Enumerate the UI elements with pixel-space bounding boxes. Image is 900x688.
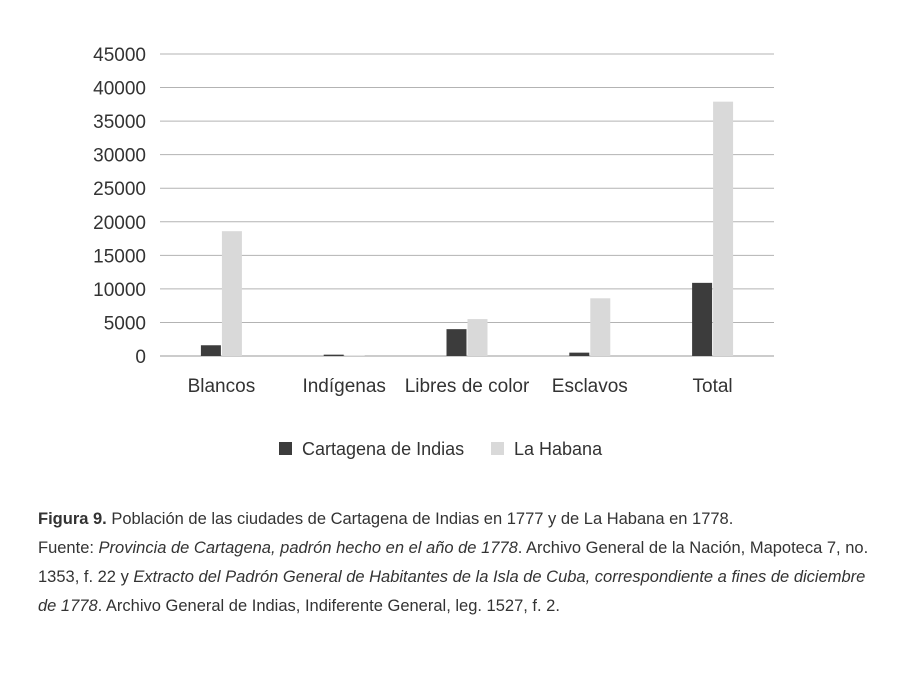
y-tick-label: 30000 — [93, 146, 146, 167]
source-prefix: Fuente: — [38, 539, 99, 557]
caption-title-line: Figura 9. Población de las ciudades de C… — [38, 505, 878, 534]
y-tick-label: 10000 — [93, 280, 146, 301]
bar-cartagena — [200, 345, 221, 356]
x-axis-category-labels: Blancos Indígenas Libres de color Esclavos T… — [188, 376, 733, 397]
legend-label: La Habana — [514, 439, 603, 459]
bar-chart: 0 5000 10000 15000 20000 25000 30000 35000 40000… — [93, 45, 774, 459]
caption-source: Fuente: Provincia de Cartagena, padrón h… — [38, 534, 878, 621]
bar-cartagena — [692, 282, 713, 356]
y-tick-label: 35000 — [93, 112, 146, 133]
x-category-label: Blancos — [188, 376, 256, 397]
source-title-2: Extracto del Padrón General de Habitante… — [38, 568, 866, 615]
x-category-label: Libres de color — [405, 376, 530, 397]
source-text-2: . Archivo General de Indias, Indiferente… — [97, 597, 560, 615]
legend-swatch — [279, 442, 292, 455]
figure-description: Población de las ciudades de Cartagena d… — [106, 510, 734, 528]
y-tick-label: 0 — [135, 347, 146, 368]
grid-lines — [160, 53, 774, 357]
bar-cartagena — [446, 329, 467, 356]
bar-cartagena — [323, 354, 344, 356]
y-tick-label: 40000 — [93, 79, 146, 100]
y-tick-label: 5000 — [104, 313, 146, 334]
bars — [200, 101, 734, 356]
legend-swatch — [491, 442, 504, 455]
figure-label: Figura 9. — [38, 510, 107, 528]
source-title-1: Provincia de Cartagena, padrón hecho en … — [98, 539, 518, 557]
bar-cartagena — [569, 352, 590, 356]
x-category-label: Indígenas — [302, 376, 385, 397]
bar-habana — [221, 231, 242, 356]
x-category-label: Esclavos — [552, 376, 628, 397]
source-text-1: . Archivo General de la Nación, Mapoteca… — [38, 539, 869, 586]
y-tick-label: 45000 — [93, 45, 146, 66]
y-tick-label: 25000 — [93, 179, 146, 200]
y-tick-label: 15000 — [93, 246, 146, 267]
x-category-label: Total — [693, 376, 733, 397]
bar-habana — [344, 355, 365, 356]
y-axis-tick-labels: 0 5000 10000 15000 20000 25000 30000 35000 40000… — [93, 45, 146, 368]
y-tick-label: 20000 — [93, 213, 146, 234]
legend-label: Cartagena de Indias — [302, 439, 464, 459]
bar-habana — [713, 101, 734, 356]
bar-habana — [467, 319, 488, 356]
bar-habana — [590, 298, 611, 356]
figure-caption: Figura 9. Población de las ciudades de C… — [38, 505, 878, 621]
legend: Cartagena de Indias La Habana — [279, 439, 603, 459]
